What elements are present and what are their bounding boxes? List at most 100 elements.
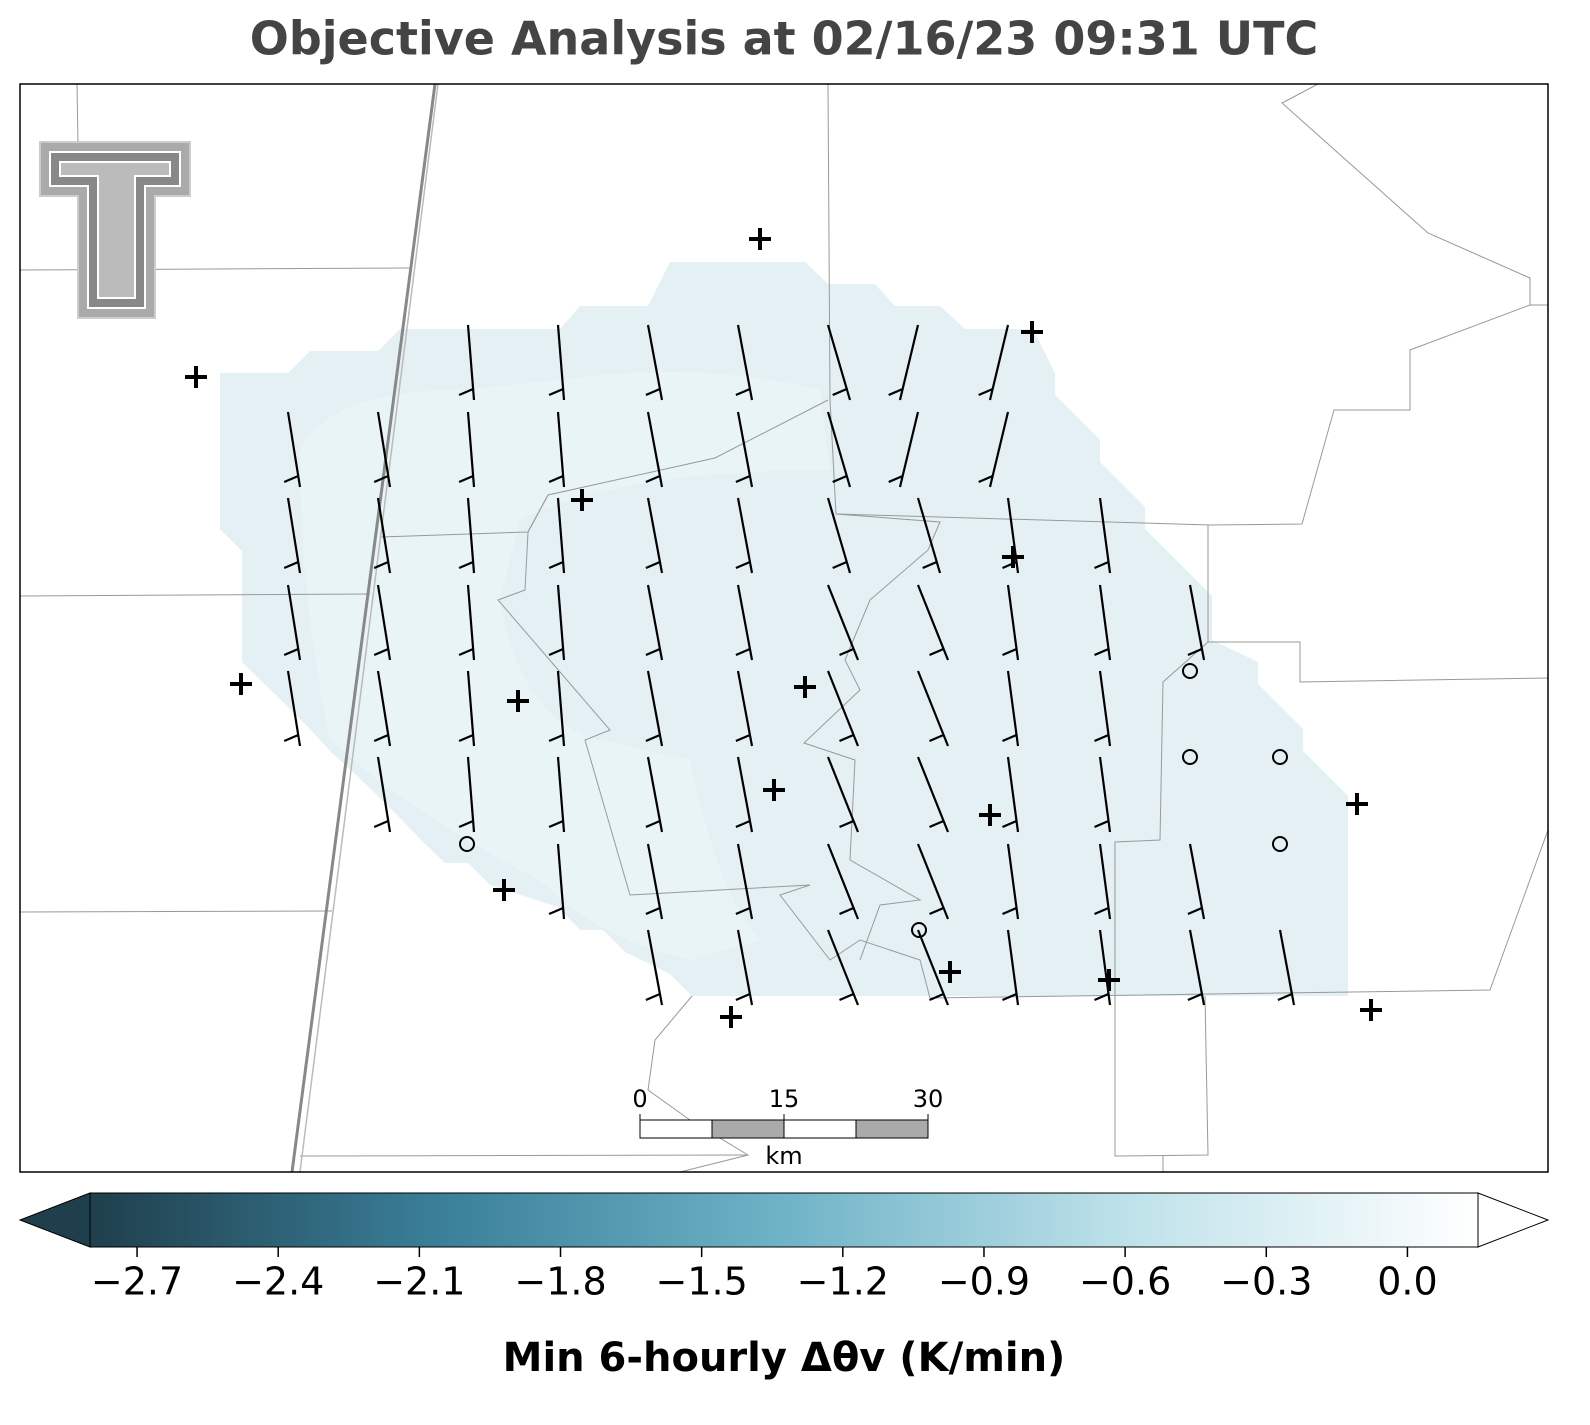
wind-barb-flag bbox=[1094, 733, 1109, 743]
wind-barb bbox=[376, 497, 392, 574]
wind-barb bbox=[646, 670, 664, 747]
wind-barb bbox=[826, 929, 860, 1006]
wind-barb bbox=[916, 497, 942, 574]
wind-barb-flag bbox=[929, 992, 944, 1002]
station-plus bbox=[720, 1006, 742, 1028]
wind-barb-flag bbox=[548, 819, 564, 829]
wind-barb-flag bbox=[735, 560, 751, 570]
station-plus bbox=[794, 676, 816, 698]
wind-barb bbox=[646, 929, 664, 1006]
wind-barb bbox=[1188, 584, 1206, 661]
wind-barb-flag bbox=[458, 560, 474, 570]
wind-barb bbox=[736, 584, 754, 661]
wind-barb bbox=[736, 929, 754, 1006]
wind-barb-flag bbox=[839, 906, 854, 916]
wind-barb bbox=[286, 411, 302, 488]
wind-barb bbox=[466, 497, 476, 574]
wind-barb bbox=[826, 324, 852, 401]
wind-barb-flag bbox=[1187, 647, 1203, 657]
wind-barb bbox=[556, 670, 566, 747]
colorbar-tick-label: 0.0 bbox=[1377, 1260, 1437, 1304]
station-circle bbox=[1182, 663, 1198, 679]
wind-barb bbox=[1188, 929, 1206, 1006]
wind-barb bbox=[1006, 756, 1020, 833]
wind-barb bbox=[466, 584, 476, 661]
wind-barb bbox=[1098, 929, 1112, 1006]
wind-barb bbox=[556, 756, 566, 833]
station-plus bbox=[1346, 793, 1368, 815]
wind-barb bbox=[376, 584, 392, 661]
wind-barb bbox=[646, 324, 664, 401]
wind-barb-flag bbox=[645, 906, 661, 916]
wind-barb-flag bbox=[458, 474, 474, 484]
wind-barb bbox=[1006, 843, 1020, 920]
wind-barb-flag bbox=[1094, 819, 1109, 829]
county-lines bbox=[20, 84, 1548, 1172]
wind-barb bbox=[1098, 756, 1112, 833]
wind-barb-flag bbox=[373, 560, 389, 570]
station-plus bbox=[185, 366, 207, 388]
station-circle bbox=[1272, 836, 1288, 852]
colorbar-tick-label: −2.4 bbox=[232, 1260, 324, 1304]
wind-barb bbox=[646, 756, 664, 833]
station-plus bbox=[1360, 999, 1382, 1021]
wind-barb-flag bbox=[735, 819, 751, 829]
wind-barb bbox=[466, 756, 476, 833]
wind-barb bbox=[646, 497, 664, 574]
colorbar-extend-high bbox=[1477, 1192, 1550, 1248]
station-plus bbox=[493, 879, 515, 901]
wind-barb bbox=[556, 411, 566, 488]
colorbar: −2.7 −2.4 −2.1 −1.8 −1.5 −1.2 −0.9 −0.6 −0.3 0.0 bbox=[18, 1192, 1550, 1304]
wind-barb bbox=[1098, 584, 1112, 661]
wind-barb-flag bbox=[458, 819, 474, 829]
wind-barb-flag bbox=[1187, 906, 1203, 916]
wind-barb-flag bbox=[1002, 819, 1017, 829]
wind-barb-flag bbox=[645, 992, 661, 1002]
colorbar-tick-label: −1.2 bbox=[797, 1260, 889, 1304]
station-plus bbox=[507, 690, 529, 712]
scale-label: 30 bbox=[913, 1085, 944, 1113]
wind-barb-flag bbox=[548, 387, 564, 397]
wind-barb-flag bbox=[283, 560, 299, 570]
wind-barb bbox=[1098, 670, 1112, 747]
scale-bar: 0 15 30 km bbox=[632, 1085, 943, 1170]
station-plus bbox=[571, 489, 593, 511]
wind-barb-flag bbox=[832, 560, 848, 570]
station-circle bbox=[459, 836, 475, 852]
wind-barb-flag bbox=[929, 906, 944, 916]
wind-barb-flag bbox=[929, 733, 944, 743]
wind-barb-flag bbox=[1094, 560, 1109, 570]
colorbar-tick-label: −0.6 bbox=[1079, 1260, 1171, 1304]
station-plus bbox=[939, 961, 961, 983]
wind-barb bbox=[898, 411, 920, 488]
wind-barb bbox=[1278, 929, 1296, 1006]
wind-barb-flag bbox=[735, 387, 751, 397]
wind-barb bbox=[916, 670, 950, 747]
wind-barb bbox=[556, 584, 566, 661]
wind-barb-flag bbox=[645, 647, 661, 657]
wind-barb bbox=[286, 497, 302, 574]
wind-barb-flag bbox=[832, 474, 848, 484]
wind-barb bbox=[826, 756, 860, 833]
wind-barb bbox=[1006, 929, 1020, 1006]
wind-barb-flag bbox=[645, 560, 661, 570]
colorbar-tick-label: −1.5 bbox=[656, 1260, 748, 1304]
wind-barb-flag bbox=[458, 647, 474, 657]
wind-barb-flag bbox=[283, 647, 299, 657]
wind-barb-flag bbox=[929, 647, 944, 657]
wind-barb-flag bbox=[458, 387, 474, 397]
wind-barb-flag bbox=[548, 733, 564, 743]
wind-barb-flag bbox=[548, 906, 564, 916]
wind-barb-flag bbox=[1094, 906, 1109, 916]
colorbar-body bbox=[89, 1192, 1479, 1248]
wind-barb-flag bbox=[978, 387, 994, 397]
wind-barb bbox=[898, 324, 920, 401]
wind-barb bbox=[376, 756, 392, 833]
wind-barb-flag bbox=[645, 733, 661, 743]
scale-label: 15 bbox=[769, 1085, 800, 1113]
map-frame bbox=[19, 83, 1549, 1173]
wind-barb-flag bbox=[645, 474, 661, 484]
wind-barb bbox=[466, 670, 476, 747]
wind-barb-flag bbox=[373, 474, 389, 484]
wind-barb bbox=[916, 584, 950, 661]
